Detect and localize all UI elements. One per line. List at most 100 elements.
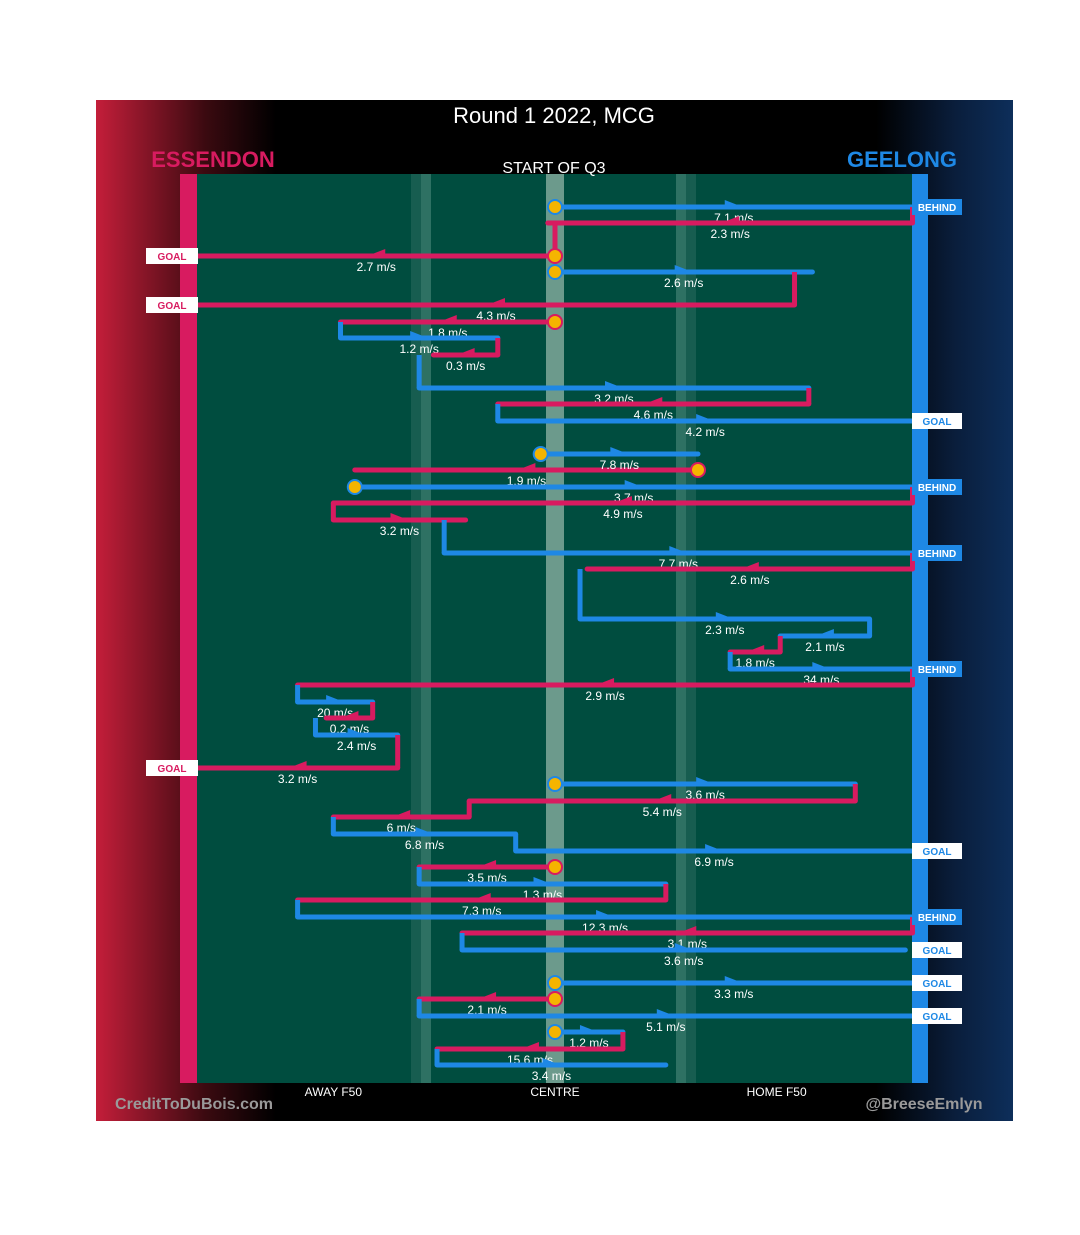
speed-label: 5.4 m/s [643,805,682,819]
score-label: BEHIND [918,665,956,676]
direction-arrow [478,860,497,868]
speed-label: 0.3 m/s [446,359,485,373]
x-tick-label: AWAY F50 [305,1085,363,1099]
direction-arrow [517,463,536,471]
score-label: BEHIND [918,913,956,924]
direction-arrow [721,216,740,224]
direction-arrow [624,480,643,488]
chart-svg: 7.1 m/s2.3 m/s2.7 m/s2.6 m/s4.3 m/s1.8 m… [115,103,982,1113]
x-tick-label: HOME F50 [747,1085,807,1099]
direction-arrow [415,827,434,835]
speed-label: 2.3 m/s [705,623,744,637]
score-label: BEHIND [918,203,956,214]
speed-label: 4.9 m/s [603,507,642,521]
direction-arrow [653,794,672,802]
score-label: GOAL [158,764,187,775]
possession-start-marker [547,1024,563,1040]
direction-arrow [410,331,429,339]
score-badge [912,413,962,429]
direction-arrow [478,992,497,1000]
possession-start-marker [547,248,563,264]
x-tick-label: CENTRE [530,1085,579,1099]
score-label: GOAL [923,1012,952,1023]
score-label: GOAL [923,417,952,428]
speed-label: 2.3 m/s [710,227,749,241]
direction-arrow [674,943,693,951]
speed-label: 6.8 m/s [405,838,444,852]
team-left-label: ESSENDON [151,147,274,172]
direction-arrow [696,414,715,422]
score-badge [146,248,198,264]
score-badge [912,479,962,495]
speed-label: 3.2 m/s [278,772,317,786]
possession-segments: 7.1 m/s2.3 m/s2.7 m/s2.6 m/s4.3 m/s1.8 m… [195,200,915,1083]
centre-band [546,174,564,1083]
score-badges: BEHIND GOAL GOAL GOAL BEHIND BEHIND BEHIND GOAL… [146,199,962,1024]
score-badge [912,661,962,677]
chart-frame: 7.1 m/s 2.3 m/s 2.7 m/s 2.6 m/s 4.3 m/s 1.8 m… [96,100,1013,1121]
speed-label: 5.1 m/s [646,1020,685,1034]
direction-arrow [288,761,307,769]
direction-arrow [678,926,697,934]
x-axis-labels: AWAY F50 CENTRE HOME F50 [305,1085,807,1099]
score-badge [146,297,198,313]
possession-start-marker [690,462,706,478]
score-badge [912,545,962,561]
speed-label: 2.4 m/s [337,739,376,753]
speed-label: 3.3 m/s [714,987,753,1001]
direction-arrow [812,662,831,670]
speed-label: 2.6 m/s [730,573,769,587]
score-label: GOAL [923,946,952,957]
direction-arrow [326,695,345,703]
direction-arrow [347,728,366,736]
score-badge [146,760,198,776]
possession-start-marker [547,776,563,792]
direction-arrow [815,629,834,637]
direction-arrow [696,777,715,785]
possession-markers [346,199,706,1040]
direction-arrow [740,562,759,570]
score-badge [912,843,962,859]
score-label: GOAL [158,301,187,312]
speed-label: 2.1 m/s [805,640,844,654]
direction-arrow [724,976,743,984]
direction-arrow [542,1058,561,1066]
direction-arrow [367,249,386,257]
direction-arrow [724,200,743,208]
direction-arrow [746,645,765,653]
score-badge [912,909,962,925]
possession-start-marker [547,314,563,330]
speed-label: 7.8 m/s [600,458,639,472]
direction-arrow [579,1025,598,1033]
essendon-goal-line [180,174,197,1083]
direction-arrow [596,678,615,686]
direction-arrow [487,298,506,306]
direction-arrow [596,910,615,918]
period-label: START OF Q3 [502,160,605,177]
score-label: GOAL [923,847,952,858]
speed-label: 2.7 m/s [357,260,396,274]
score-label: BEHIND [918,483,956,494]
speed-label: 4.2 m/s [685,425,724,439]
score-badge [912,1008,962,1024]
direction-arrow [669,546,688,554]
direction-arrow [438,315,457,323]
score-label: GOAL [923,979,952,990]
direction-arrow [613,496,632,504]
direction-arrow [340,711,359,719]
direction-arrow [610,447,629,455]
team-right-label: GEELONG [847,147,957,172]
chart-title: Round 1 2022, MCG [453,103,655,128]
possession-start-marker [547,859,563,875]
direction-arrow [472,893,491,901]
possession-start-marker [532,446,549,462]
score-badge [912,942,962,958]
direction-arrow [520,1042,539,1050]
direction-arrow [390,513,409,521]
speed-label: 3.4 m/s [532,1069,571,1083]
speed-label: 2.6 m/s [664,276,703,290]
direction-arrow [456,348,475,356]
direction-arrow [656,1009,675,1017]
score-badge [912,975,962,991]
score-label: GOAL [158,252,187,263]
